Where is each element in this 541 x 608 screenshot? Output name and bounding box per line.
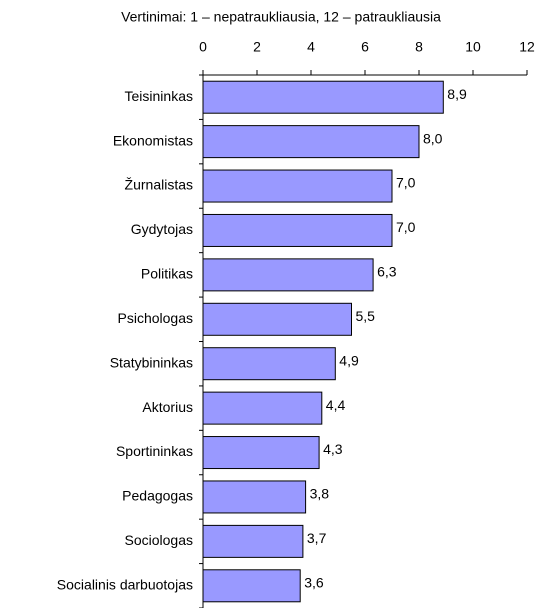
x-tick-label: 2: [253, 39, 261, 55]
bar: [202, 524, 304, 558]
y-tick-label: Psichologas: [118, 310, 194, 326]
value-label: 8,9: [447, 86, 467, 102]
y-tick-label: Socialinis darbuotojas: [57, 576, 193, 592]
chart-title: Vertinimai: 1 – nepatraukliausia, 12 – p…: [121, 9, 441, 25]
y-tick-label: Pedagogas: [122, 488, 193, 504]
bar: [202, 436, 320, 470]
value-label: 6,3: [377, 264, 397, 280]
value-label: 8,0: [423, 130, 443, 146]
bar: [202, 480, 307, 514]
value-label: 7,0: [396, 219, 416, 235]
x-tick-label: 10: [465, 39, 481, 55]
bar: [202, 569, 301, 603]
y-tick-label: Žurnalistas: [125, 177, 193, 193]
y-tick-label: Statybininkas: [110, 354, 193, 370]
value-label: 3,6: [304, 574, 324, 590]
bar: [202, 302, 352, 336]
x-tick-label: 8: [415, 39, 423, 55]
y-tick-label: Ekonomistas: [113, 132, 193, 148]
y-tick-label: Sociologas: [125, 532, 194, 548]
y-tick-label: Aktorius: [142, 399, 193, 415]
value-label: 4,9: [339, 352, 359, 368]
y-tick-label: Gydytojas: [131, 221, 193, 237]
y-tick-label: Teisininkas: [125, 88, 193, 104]
bar: [202, 80, 444, 114]
bar: [202, 125, 420, 159]
bar: [202, 347, 336, 381]
x-tick-label: 0: [199, 39, 207, 55]
x-tick-label: 6: [361, 39, 369, 55]
y-tick-label: Sportininkas: [116, 443, 193, 459]
value-label: 5,5: [356, 308, 376, 324]
value-label: 4,4: [326, 397, 346, 413]
bar: [202, 258, 374, 292]
x-tick-label: 4: [307, 39, 315, 55]
bar: [202, 213, 393, 247]
y-tick-label: Politikas: [141, 266, 193, 282]
bar: [202, 391, 323, 425]
bar: [202, 169, 393, 203]
x-tick-label: 12: [519, 39, 535, 55]
value-label: 3,7: [307, 530, 327, 546]
value-label: 4,3: [323, 441, 343, 457]
value-label: 3,8: [310, 486, 330, 502]
value-label: 7,0: [396, 175, 416, 191]
